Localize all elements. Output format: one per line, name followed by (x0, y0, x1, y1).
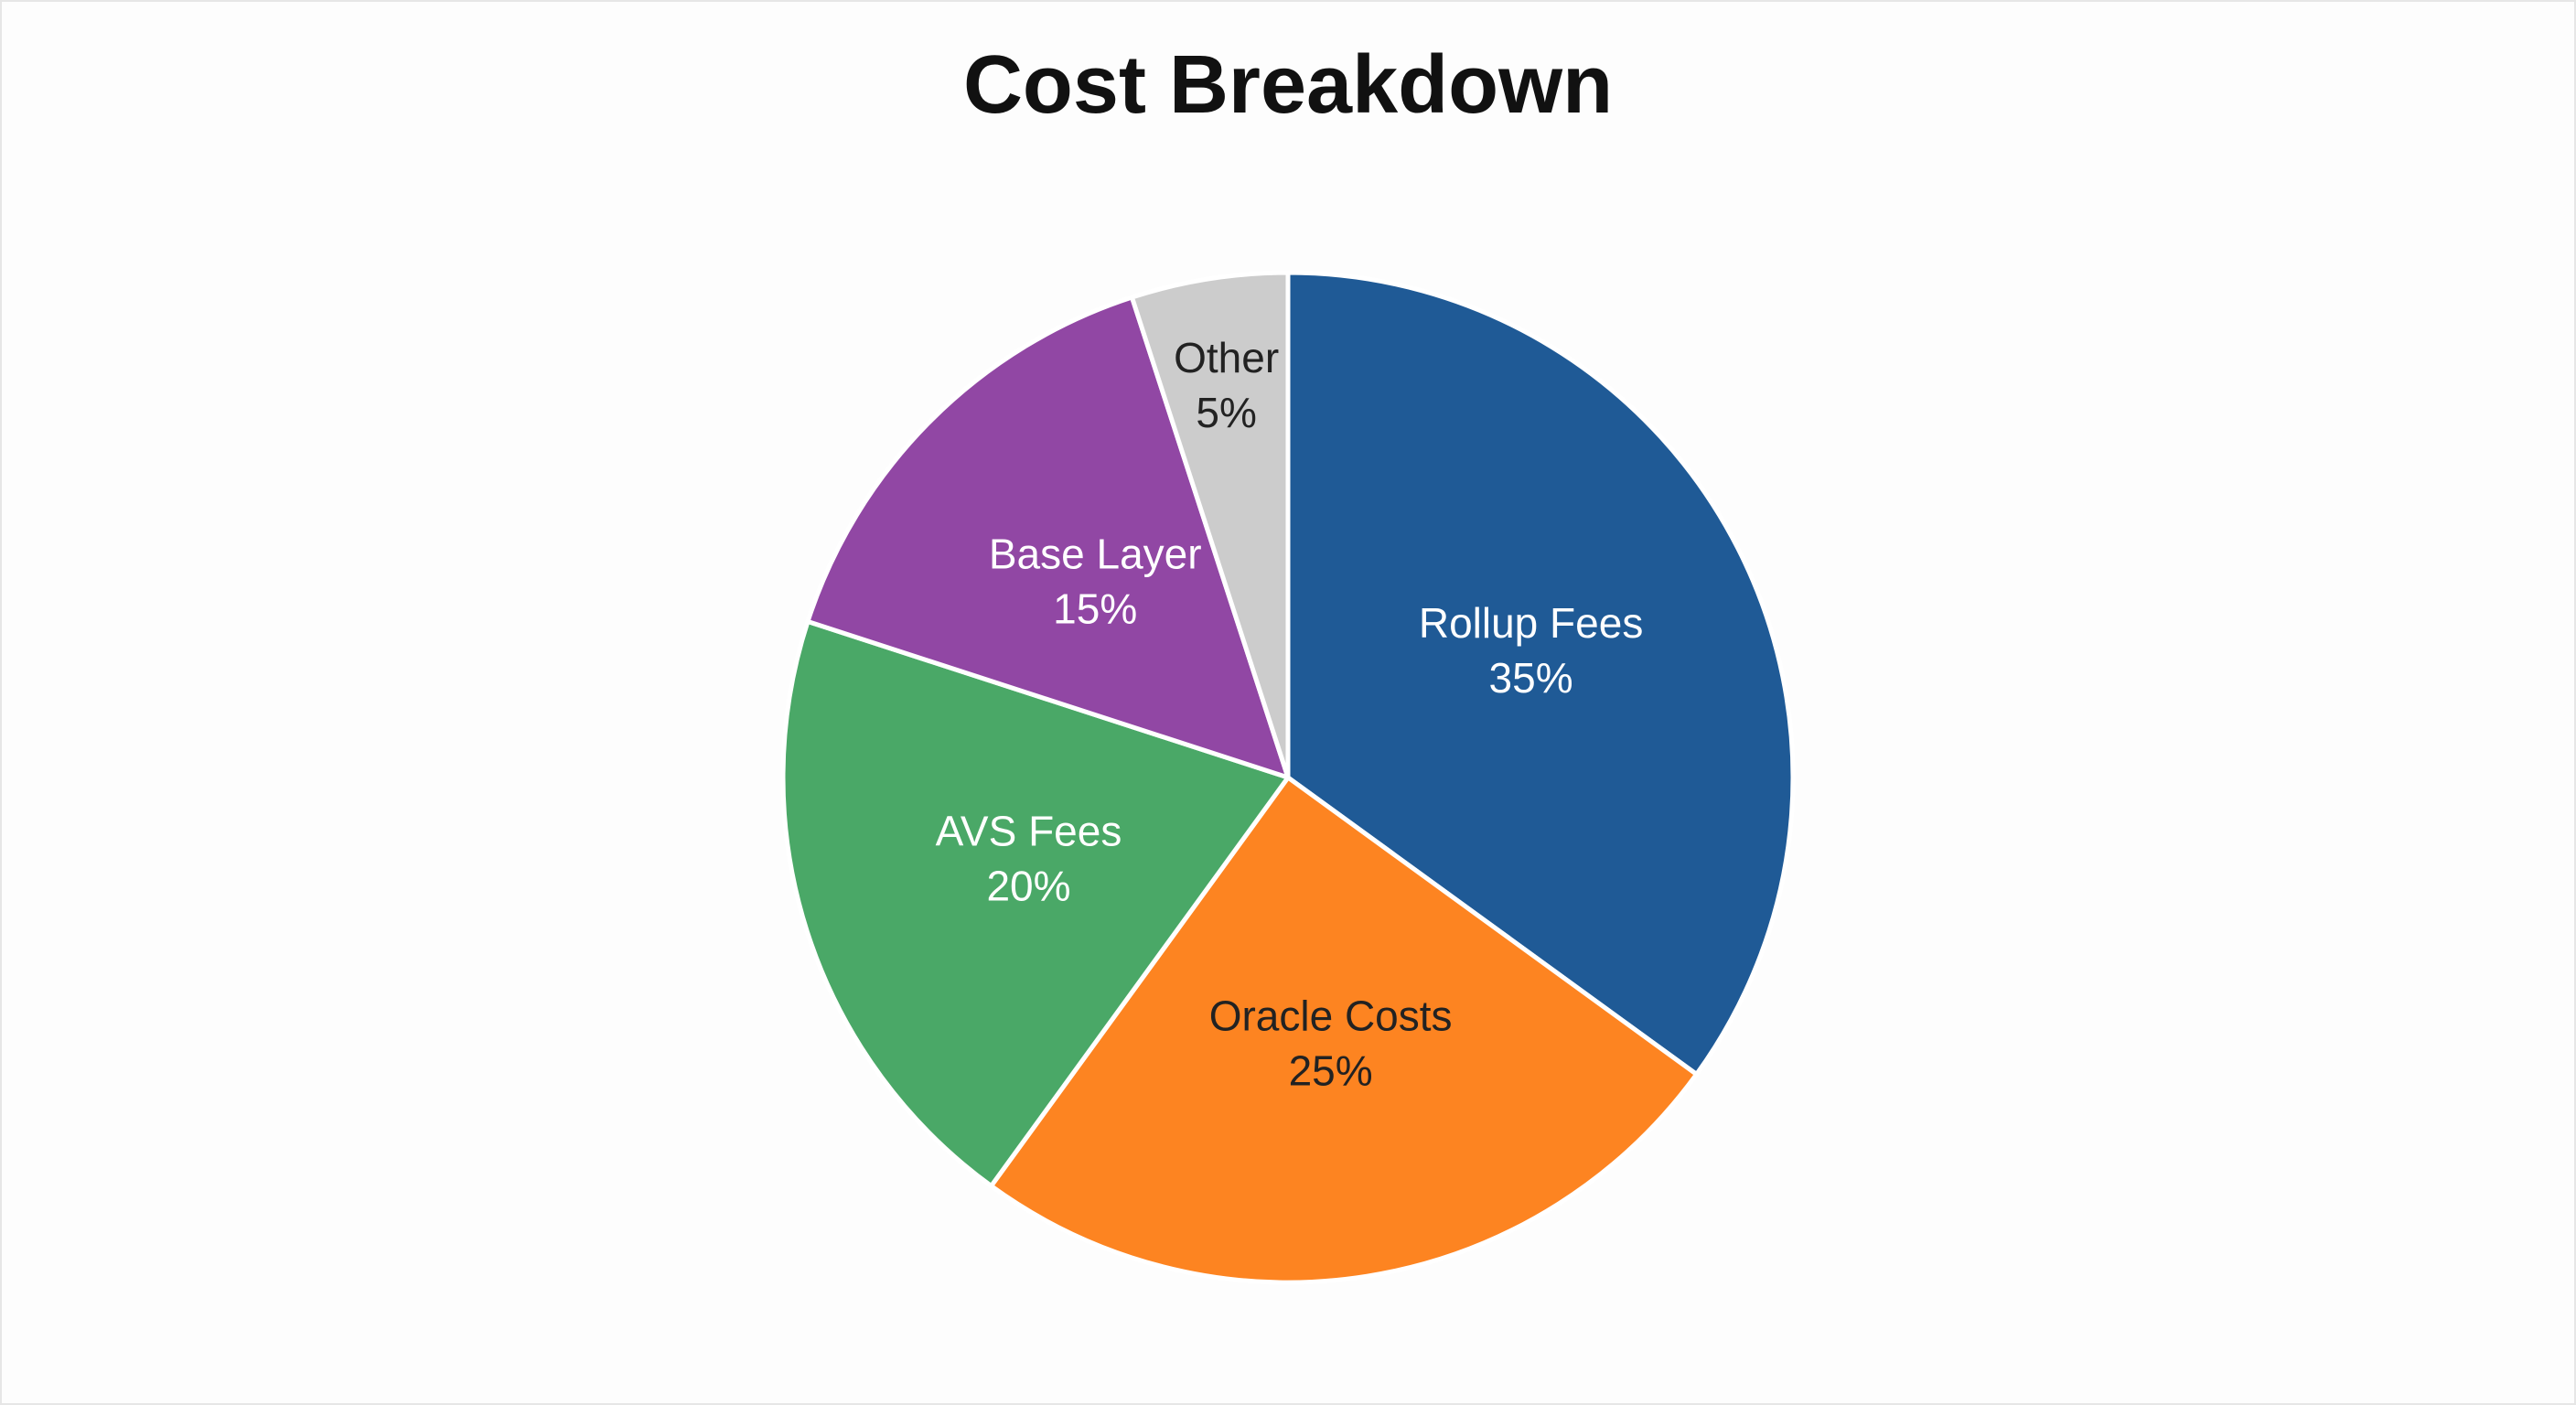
value-label: 5% (1196, 389, 1256, 436)
slice-label: Other (1174, 334, 1279, 381)
chart-title: Cost Breakdown (963, 39, 1613, 131)
pie-slice (1285, 270, 1796, 1077)
pie-slice (780, 618, 1291, 1189)
slice-label: Base Layer (989, 530, 1202, 577)
pie-slice (1129, 270, 1291, 780)
value-label: 15% (1053, 585, 1137, 632)
slice-label: AVS Fees (936, 807, 1122, 854)
value-label: 20% (986, 862, 1070, 909)
pie-slice (805, 295, 1291, 780)
slice-label: Oracle Costs (1209, 992, 1453, 1040)
slice-label: Rollup Fees (1419, 599, 1643, 647)
value-label: 35% (1489, 654, 1573, 702)
value-label: 25% (1289, 1047, 1373, 1095)
pie-slice (989, 775, 1700, 1285)
